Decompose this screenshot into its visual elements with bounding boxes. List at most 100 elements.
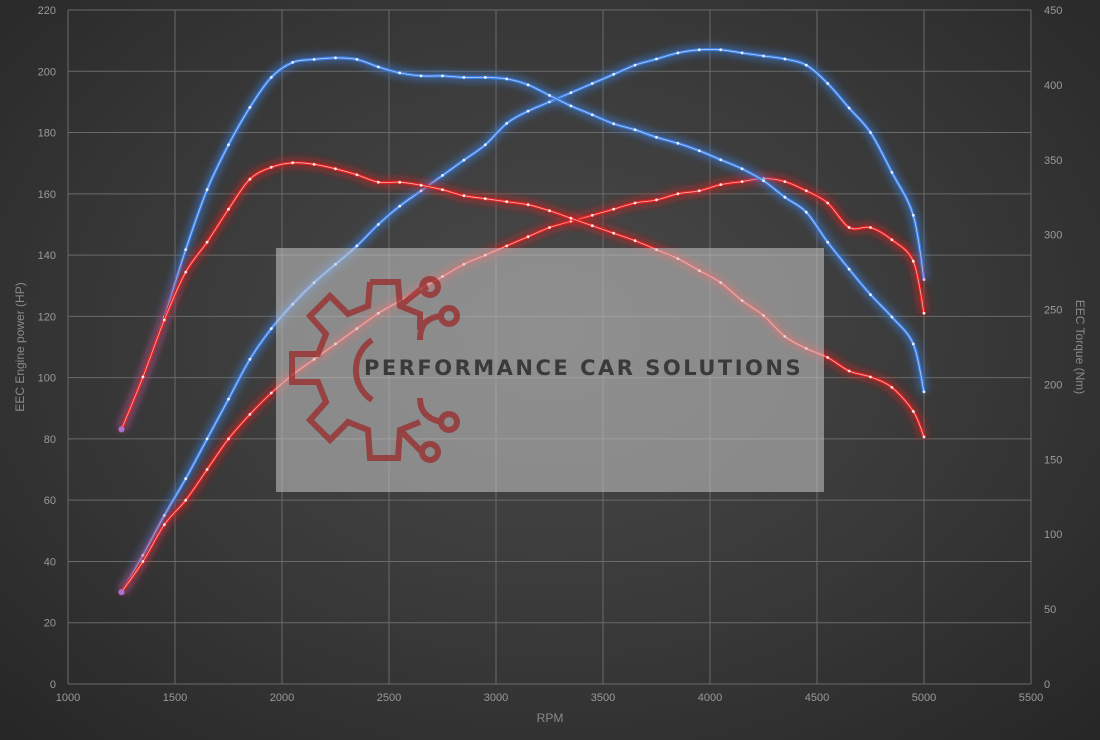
data-point — [548, 100, 551, 104]
data-point — [911, 213, 915, 217]
axis-ticks: 1000 1500 2000 2500 3000 3500 4000 4500 5000 5500… — [38, 5, 1063, 704]
data-point — [804, 63, 808, 67]
y-left-tick-label: 80 — [44, 434, 56, 446]
series-2 — [117, 53, 929, 433]
x-tick-label: 1000 — [56, 692, 80, 704]
data-point — [248, 413, 252, 416]
y-left-tick-label: 160 — [38, 189, 56, 201]
data-point — [847, 369, 851, 373]
data-point — [590, 113, 594, 117]
data-point — [697, 149, 701, 153]
x-tick-label: 2000 — [270, 692, 294, 704]
data-point — [269, 76, 273, 79]
data-point — [633, 239, 637, 243]
data-point — [205, 188, 209, 192]
data-point — [184, 248, 188, 252]
data-point — [505, 77, 509, 81]
x-tick-label: 1500 — [163, 692, 187, 704]
data-point — [334, 56, 337, 60]
data-point — [676, 141, 680, 145]
data-point — [483, 76, 487, 79]
data-point — [890, 315, 894, 319]
data-point — [205, 437, 209, 441]
data-point — [526, 83, 530, 87]
data-point — [248, 177, 252, 181]
data-point — [719, 48, 723, 52]
data-point — [548, 209, 551, 213]
data-point — [911, 342, 915, 346]
data-point — [890, 386, 894, 389]
data-point — [826, 82, 830, 85]
y-right-tick-label: 450 — [1044, 5, 1062, 17]
series-start-marker — [118, 426, 125, 433]
watermark: PERFORMANCE CAR SOLUTIONS — [276, 248, 824, 492]
x-tick-label: 2500 — [377, 692, 401, 704]
data-point — [248, 357, 252, 361]
y-right-tick-label: 150 — [1044, 454, 1062, 466]
data-point — [205, 240, 209, 244]
data-point — [826, 240, 830, 244]
data-point — [355, 244, 359, 248]
data-point — [590, 213, 594, 217]
data-point — [483, 197, 487, 201]
data-point — [869, 131, 872, 134]
data-point — [462, 76, 466, 79]
x-tick-label: 4500 — [805, 692, 829, 704]
data-point — [184, 498, 188, 502]
data-point — [740, 180, 744, 184]
y-right-tick-label: 350 — [1044, 155, 1062, 167]
data-point — [505, 244, 509, 248]
data-point — [719, 158, 723, 162]
data-point — [826, 356, 830, 359]
data-point — [312, 58, 316, 61]
x-tick-label: 5500 — [1019, 692, 1043, 704]
data-point — [569, 91, 573, 95]
y-right-tick-label: 0 — [1044, 679, 1050, 691]
data-point — [548, 226, 551, 229]
data-point — [783, 180, 787, 184]
data-point — [869, 293, 872, 296]
data-point — [911, 410, 915, 413]
data-point — [590, 224, 594, 228]
data-point — [612, 231, 616, 235]
data-point — [633, 128, 637, 132]
data-point — [804, 210, 808, 214]
data-point — [483, 143, 487, 147]
y-right-tick-label: 300 — [1044, 230, 1062, 242]
data-point — [355, 58, 359, 61]
data-point — [398, 71, 402, 75]
data-point — [162, 318, 166, 322]
data-point — [719, 183, 723, 187]
data-point — [697, 48, 701, 52]
data-point — [804, 189, 808, 193]
data-point — [633, 201, 637, 205]
data-point — [612, 72, 616, 76]
data-point — [441, 188, 444, 192]
data-point — [740, 167, 744, 171]
data-point — [398, 180, 402, 184]
data-point — [911, 259, 915, 263]
data-point — [355, 173, 359, 177]
data-point — [526, 235, 530, 239]
data-point — [633, 63, 637, 67]
data-point — [269, 165, 273, 169]
x-tick-label: 5000 — [912, 692, 936, 704]
data-point — [676, 51, 680, 55]
data-point — [227, 207, 230, 211]
data-point — [269, 327, 273, 330]
y-right-tick-label: 100 — [1044, 529, 1062, 541]
data-point — [162, 514, 166, 517]
data-point — [569, 216, 573, 220]
data-point — [612, 122, 616, 126]
y-right-tick-label: 250 — [1044, 305, 1062, 317]
data-point — [227, 143, 230, 147]
data-point — [526, 109, 530, 113]
data-point — [419, 74, 423, 78]
data-point — [334, 167, 337, 171]
data-point — [697, 189, 701, 193]
data-point — [922, 311, 926, 315]
y-left-tick-label: 200 — [38, 66, 56, 78]
data-point — [376, 65, 380, 69]
data-point — [227, 437, 230, 441]
